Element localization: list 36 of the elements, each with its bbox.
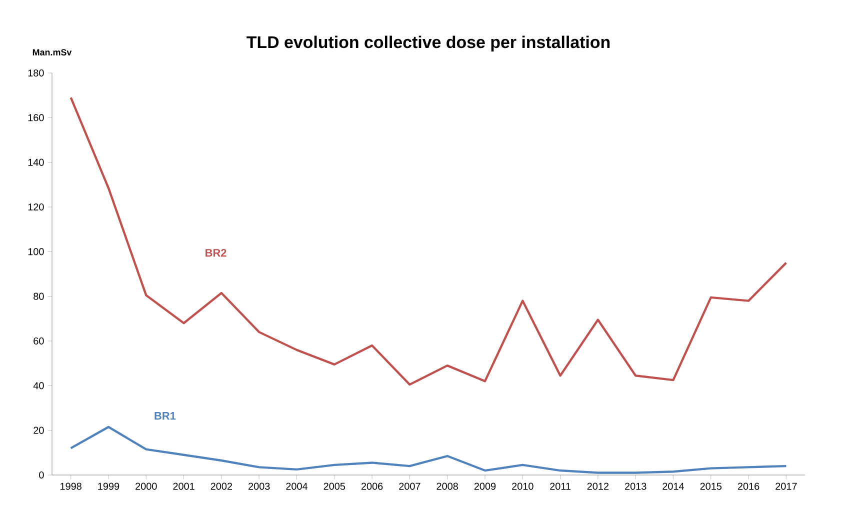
y-tick-label: 20: [34, 426, 44, 434]
x-tick-label: 2013: [625, 482, 646, 490]
x-tick-label: 2001: [173, 482, 194, 490]
y-tick-label: 80: [34, 292, 44, 300]
line-series: [70, 96, 788, 386]
x-tick-label: 2010: [512, 482, 534, 490]
text: BR2: [206, 248, 226, 257]
x-tick-label: 2004: [286, 482, 308, 490]
x-tick-label: 2003: [248, 482, 270, 490]
y-tick-label: 140: [28, 158, 44, 166]
x-tick-label: 1998: [60, 482, 82, 490]
x-tick-label: 2002: [210, 482, 232, 490]
y-tick-label: 60: [34, 337, 44, 345]
x-tick-label: 2000: [136, 482, 157, 490]
x-tick-label: 2009: [474, 482, 496, 490]
x-tick-label: 2005: [324, 482, 346, 490]
x-tick-label: 2007: [399, 482, 420, 490]
y-axis-title: Man.mSv: [32, 49, 72, 56]
y-tick-label: 180: [28, 69, 44, 77]
x-tick-label: 2006: [361, 482, 383, 490]
x-tick-label: 2014: [662, 482, 684, 490]
y-tick-label: 120: [28, 203, 44, 211]
chart-title: TLD evolution collective dose per installation: [246, 36, 610, 52]
x-tick-label: 2011: [550, 482, 571, 490]
x-tick-label: 2008: [436, 482, 458, 490]
y-tick-label: 160: [28, 114, 44, 122]
text: BR1: [154, 412, 176, 420]
x-tick-label: 2012: [587, 482, 609, 490]
y-tick-label: 100: [28, 248, 44, 256]
x-tick-label: 2016: [738, 482, 760, 490]
line-series: [70, 426, 788, 474]
x-tick-label: 2015: [700, 482, 722, 490]
x-tick-label: 1999: [98, 482, 120, 490]
y-tick-label: 0: [39, 471, 44, 479]
x-tick-label: 2017: [776, 482, 797, 490]
y-tick-label: 40: [33, 382, 44, 390]
